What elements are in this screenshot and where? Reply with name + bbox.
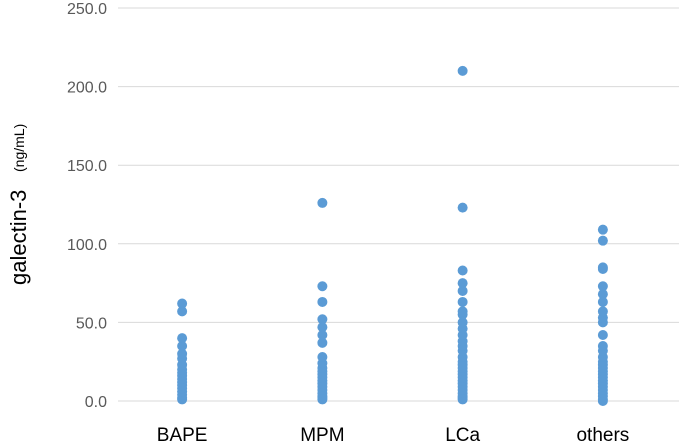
- data-point: [597, 224, 608, 235]
- data-point: [597, 329, 608, 340]
- x-category-label: BAPE: [157, 425, 208, 445]
- x-category-label: LCa: [445, 425, 480, 445]
- data-point: [317, 314, 328, 325]
- data-point: [177, 333, 188, 344]
- data-point: [597, 289, 608, 300]
- data-point: [457, 296, 468, 307]
- x-axis-category-labels: BAPE MPM LCa others: [157, 425, 630, 445]
- x-category-label: others: [576, 425, 629, 445]
- data-point: [457, 65, 468, 76]
- y-axis-unit: (ng/mL): [11, 124, 27, 172]
- data-point: [317, 329, 328, 340]
- data-point: [177, 298, 188, 309]
- data-point: [597, 262, 608, 273]
- data-point: [317, 337, 328, 348]
- data-point: [317, 281, 328, 292]
- data-point: [317, 296, 328, 307]
- data-point: [597, 296, 608, 307]
- data-point: [457, 265, 468, 276]
- x-category-label: MPM: [300, 425, 344, 445]
- y-tick-label: 50.0: [76, 315, 107, 332]
- data-point: [177, 306, 188, 317]
- y-tick-label: 0.0: [85, 394, 107, 411]
- grid-lines: [118, 7, 679, 402]
- y-tick-label: 200.0: [67, 80, 107, 97]
- data-point: [317, 351, 328, 362]
- data-point: [317, 322, 328, 333]
- data-point: [597, 306, 608, 317]
- data-point: [177, 348, 188, 359]
- data-point: [317, 197, 328, 208]
- data-point: [457, 317, 468, 328]
- y-axis-title: galectin-3: [6, 190, 31, 285]
- data-point: [457, 285, 468, 296]
- data-point: [457, 278, 468, 289]
- y-axis-tick-labels: 0.0 50.0 100.0 150.0 200.0 250.0: [67, 1, 107, 411]
- data-point: [457, 202, 468, 213]
- data-point: [597, 340, 608, 351]
- data-point: [457, 306, 468, 317]
- data-point: [597, 235, 608, 246]
- data-point: [597, 281, 608, 292]
- y-tick-label: 100.0: [67, 237, 107, 254]
- y-tick-label: 250.0: [67, 1, 107, 18]
- data-points: [177, 65, 608, 406]
- data-point: [177, 340, 188, 351]
- y-tick-label: 150.0: [67, 158, 107, 175]
